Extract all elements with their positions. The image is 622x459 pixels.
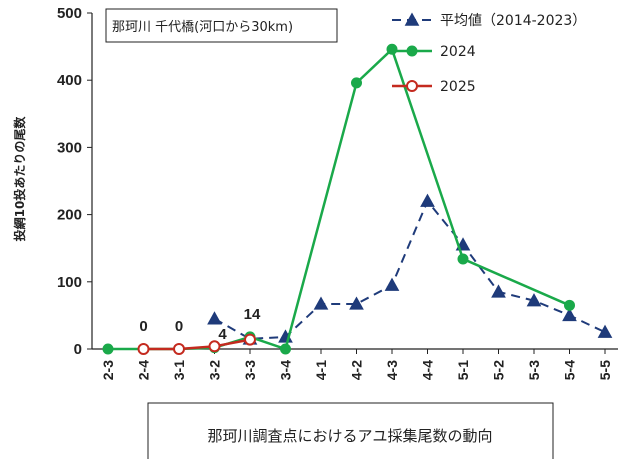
x-tick-label: 4-4 bbox=[420, 360, 436, 380]
x-axis-ticks: 2-3 2-4 3-1 3-2 3-3 3-4 4-1 4-2 4-3 4-4 5-1 5-2 5-3 5… bbox=[100, 349, 613, 380]
series-point bbox=[207, 311, 222, 325]
x-tick-label: 3-4 bbox=[278, 360, 294, 380]
y-axis-label-group: 投網10投あたりの尾数 bbox=[12, 116, 27, 242]
chart-axes bbox=[91, 13, 618, 350]
legend-label: 2025 bbox=[440, 79, 476, 95]
caption-box: 那珂川調査点におけるアユ採集尾数の動向 bbox=[147, 402, 554, 459]
y-tick-label: 0 bbox=[74, 341, 82, 358]
legend-label: 平均値（2014-2023） bbox=[440, 13, 586, 29]
series-point bbox=[526, 293, 542, 307]
series-line bbox=[214, 199, 606, 340]
legend: 平均値（2014-2023） 2024 2025 bbox=[392, 12, 586, 95]
x-tick-label: 3-1 bbox=[171, 360, 187, 380]
y-axis-ticks: 0 100 200 300 400 500 bbox=[57, 5, 92, 358]
series-point bbox=[384, 277, 400, 291]
series-point bbox=[102, 343, 114, 355]
x-tick-label: 4-3 bbox=[384, 360, 400, 380]
series-point bbox=[280, 343, 291, 355]
series-point bbox=[597, 324, 613, 338]
x-tick-label: 2-4 bbox=[136, 360, 152, 380]
chart-series bbox=[102, 43, 613, 355]
x-tick-label: 2-3 bbox=[100, 360, 116, 380]
series-point bbox=[491, 284, 506, 298]
series-line bbox=[143, 338, 251, 351]
legend-item: 2024 bbox=[392, 44, 476, 60]
chart-title: 那珂川 千代橋(河口から30km) bbox=[112, 20, 293, 35]
series-point bbox=[386, 43, 398, 55]
series-0 bbox=[207, 193, 613, 345]
x-tick-label: 5-3 bbox=[526, 360, 542, 380]
series-point bbox=[313, 296, 329, 310]
series-2 bbox=[137, 333, 256, 355]
data-label: 0 bbox=[139, 318, 147, 335]
legend-swatch-marker bbox=[406, 45, 418, 57]
series-point bbox=[562, 307, 577, 322]
series-point bbox=[351, 77, 362, 89]
y-tick-label: 100 bbox=[57, 274, 82, 291]
y-axis-label: 投網10投あたりの尾数 bbox=[12, 116, 27, 242]
y-tick-label: 500 bbox=[57, 5, 82, 22]
caption: 那珂川調査点におけるアユ採集尾数の動向 bbox=[207, 427, 492, 445]
data-label: 0 bbox=[175, 318, 183, 335]
legend-swatch-marker bbox=[406, 80, 418, 92]
x-tick-label: 4-1 bbox=[313, 360, 329, 380]
series-point bbox=[349, 296, 364, 310]
y-tick-label: 200 bbox=[57, 207, 82, 224]
legend-item: 平均値（2014-2023） bbox=[392, 12, 586, 29]
series-point bbox=[137, 343, 150, 355]
x-tick-label: 3-2 bbox=[207, 360, 223, 380]
data-label: 4 bbox=[218, 326, 227, 343]
legend-swatch-marker bbox=[404, 12, 420, 26]
data-label: 14 bbox=[244, 306, 261, 323]
data-labels: 0 0 4 14 bbox=[139, 306, 261, 343]
x-tick-label: 4-2 bbox=[349, 360, 365, 380]
series-point bbox=[244, 333, 256, 346]
x-tick-label: 5-5 bbox=[597, 360, 613, 380]
series-point bbox=[457, 253, 469, 265]
y-tick-label: 300 bbox=[57, 139, 82, 156]
series-1 bbox=[102, 43, 575, 355]
series-point bbox=[564, 299, 575, 311]
legend-label: 2024 bbox=[440, 44, 476, 60]
x-tick-label: 5-2 bbox=[491, 360, 507, 380]
chart-title-box: 那珂川 千代橋(河口から30km) bbox=[105, 8, 338, 43]
x-tick-label: 5-1 bbox=[455, 360, 471, 380]
series-point bbox=[173, 343, 185, 355]
y-tick-label: 400 bbox=[57, 72, 82, 89]
series-point bbox=[420, 193, 435, 207]
series-point bbox=[208, 340, 221, 353]
legend-item: 2025 bbox=[392, 79, 476, 95]
x-tick-label: 5-4 bbox=[562, 360, 578, 380]
x-tick-label: 3-3 bbox=[242, 360, 258, 380]
